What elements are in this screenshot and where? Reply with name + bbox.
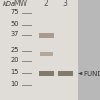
Text: 2: 2 xyxy=(44,0,48,8)
Bar xyxy=(57,71,72,76)
Text: 37: 37 xyxy=(11,32,19,38)
Bar xyxy=(38,71,54,76)
Text: FUNDC1: FUNDC1 xyxy=(83,70,100,76)
Text: kDa: kDa xyxy=(2,0,16,7)
Text: 3: 3 xyxy=(63,0,67,8)
Text: 75: 75 xyxy=(10,10,19,16)
Bar xyxy=(38,33,54,38)
Text: 15: 15 xyxy=(11,70,19,76)
Text: 10: 10 xyxy=(11,82,19,88)
Bar xyxy=(40,52,52,56)
Bar xyxy=(0,0,78,100)
Text: 50: 50 xyxy=(10,22,19,28)
Text: 20: 20 xyxy=(10,57,19,64)
Text: 25: 25 xyxy=(10,48,19,54)
Text: MW: MW xyxy=(13,0,27,8)
